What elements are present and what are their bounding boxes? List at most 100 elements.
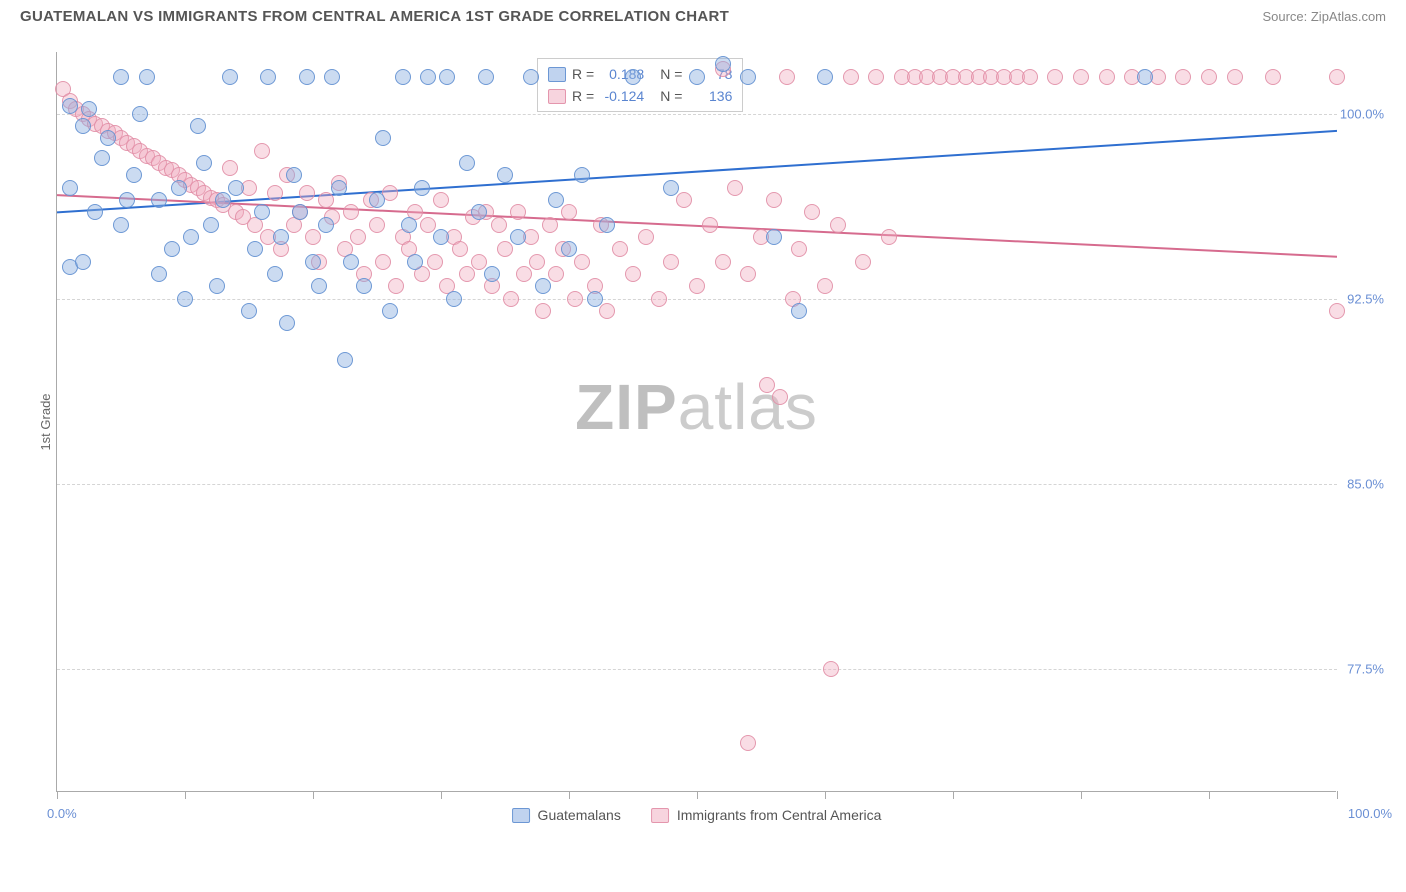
data-point (356, 278, 372, 294)
data-point (139, 69, 155, 85)
data-point (401, 217, 417, 233)
x-tick (953, 791, 954, 799)
legend-swatch (512, 808, 530, 823)
data-point (215, 192, 231, 208)
x-tick (1209, 791, 1210, 799)
data-point (759, 377, 775, 393)
data-point (1099, 69, 1115, 85)
data-point (433, 229, 449, 245)
data-point (87, 204, 103, 220)
data-point (881, 229, 897, 245)
data-point (254, 204, 270, 220)
data-point (830, 217, 846, 233)
legend-item: Immigrants from Central America (651, 807, 882, 823)
data-point (471, 254, 487, 270)
data-point (779, 69, 795, 85)
data-point (132, 106, 148, 122)
data-point (446, 291, 462, 307)
data-point (324, 69, 340, 85)
data-point (548, 266, 564, 282)
legend-swatch (651, 808, 669, 823)
data-point (1047, 69, 1063, 85)
data-point (183, 229, 199, 245)
data-point (766, 229, 782, 245)
gridline (57, 669, 1337, 670)
legend-n-label: N = (660, 88, 682, 104)
data-point (1329, 303, 1345, 319)
legend-n-label: N = (660, 66, 682, 82)
data-point (1201, 69, 1217, 85)
x-tick (569, 791, 570, 799)
data-point (843, 69, 859, 85)
legend-item: Guatemalans (512, 807, 621, 823)
data-point (439, 69, 455, 85)
source-attribution: Source: ZipAtlas.com (1262, 9, 1386, 24)
data-point (75, 118, 91, 134)
legend-n-value: 136 (688, 88, 732, 104)
data-point (663, 180, 679, 196)
trend-lines (57, 52, 1337, 792)
data-point (318, 217, 334, 233)
data-point (740, 266, 756, 282)
data-point (407, 254, 423, 270)
data-point (574, 254, 590, 270)
data-point (855, 254, 871, 270)
data-point (171, 180, 187, 196)
data-point (1329, 69, 1345, 85)
data-point (561, 204, 577, 220)
x-tick (313, 791, 314, 799)
data-point (484, 266, 500, 282)
data-point (497, 167, 513, 183)
data-point (689, 69, 705, 85)
data-point (516, 266, 532, 282)
data-point (209, 278, 225, 294)
data-point (331, 180, 347, 196)
data-point (651, 291, 667, 307)
data-point (100, 130, 116, 146)
data-point (715, 254, 731, 270)
data-point (804, 204, 820, 220)
data-point (567, 291, 583, 307)
data-point (369, 217, 385, 233)
data-point (510, 229, 526, 245)
data-point (503, 291, 519, 307)
data-point (523, 69, 539, 85)
legend-swatch (548, 89, 566, 104)
data-point (375, 130, 391, 146)
data-point (599, 303, 615, 319)
data-point (1137, 69, 1153, 85)
data-point (151, 192, 167, 208)
x-axis-min-label: 0.0% (47, 806, 77, 821)
data-point (535, 278, 551, 294)
data-point (343, 204, 359, 220)
data-point (766, 192, 782, 208)
data-point (318, 192, 334, 208)
data-point (433, 192, 449, 208)
data-point (1265, 69, 1281, 85)
gridline (57, 299, 1337, 300)
data-point (292, 204, 308, 220)
legend-label: Immigrants from Central America (677, 807, 882, 823)
data-point (625, 266, 641, 282)
data-point (561, 241, 577, 257)
data-point (299, 185, 315, 201)
data-point (337, 352, 353, 368)
data-point (113, 69, 129, 85)
data-point (1227, 69, 1243, 85)
data-point (382, 303, 398, 319)
data-point (273, 229, 289, 245)
series-legend: Guatemalans Immigrants from Central Ameri… (512, 807, 882, 823)
x-tick (441, 791, 442, 799)
x-tick (1081, 791, 1082, 799)
data-point (395, 69, 411, 85)
data-point (491, 217, 507, 233)
y-tick-label: 100.0% (1338, 106, 1384, 121)
data-point (574, 167, 590, 183)
chart-title: GUATEMALAN VS IMMIGRANTS FROM CENTRAL AM… (20, 8, 729, 25)
x-tick (57, 791, 58, 799)
data-point (542, 217, 558, 233)
data-point (817, 278, 833, 294)
legend-swatch (548, 67, 566, 82)
correlation-legend: R = 0.188 N = 78 R = -0.124 N = 136 (537, 58, 743, 112)
data-point (471, 204, 487, 220)
